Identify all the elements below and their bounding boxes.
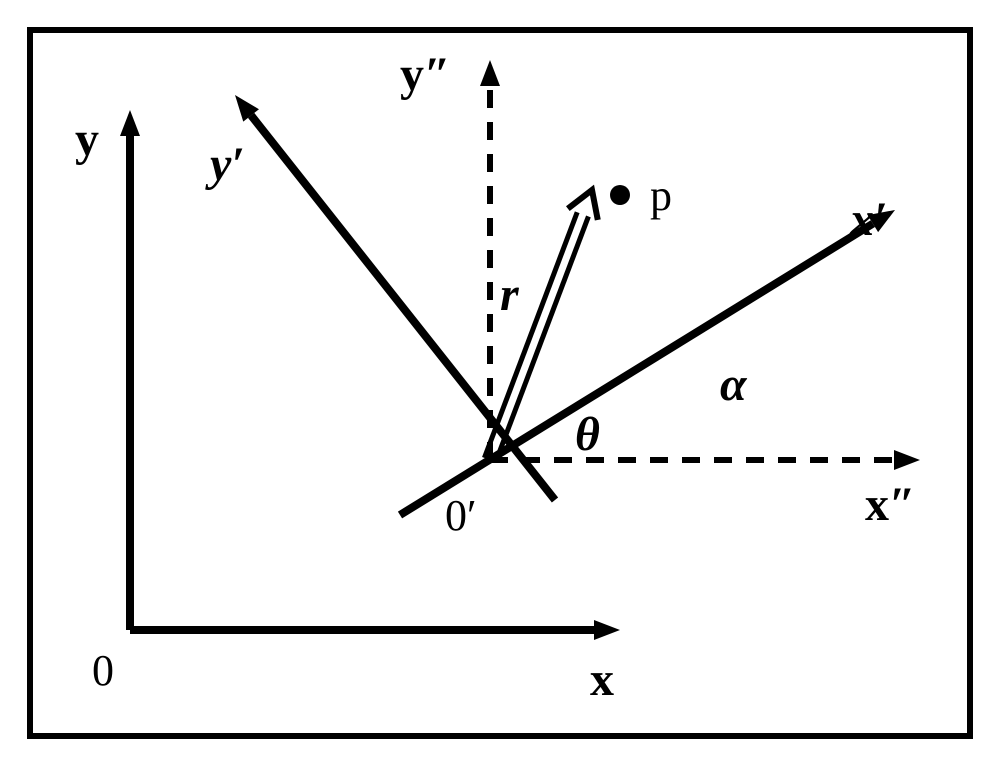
axis-y-label: y: [75, 113, 99, 166]
axis-xpp-label: x″: [865, 478, 916, 531]
point-p-label: p: [650, 171, 672, 220]
origin-Oprime-label: 0′: [445, 491, 477, 540]
origin-O-label: 0: [92, 646, 114, 695]
angle-alpha-label: α: [720, 358, 748, 411]
axis-xp-label: x′: [849, 193, 888, 246]
axis-x-label: x: [590, 653, 614, 706]
angle-theta-label: θ: [575, 408, 600, 461]
vector-r-label: r: [500, 268, 520, 321]
axis-yp-label: y′: [205, 138, 245, 191]
point-p: [610, 185, 630, 205]
axis-ypp-label: y″: [400, 48, 451, 101]
